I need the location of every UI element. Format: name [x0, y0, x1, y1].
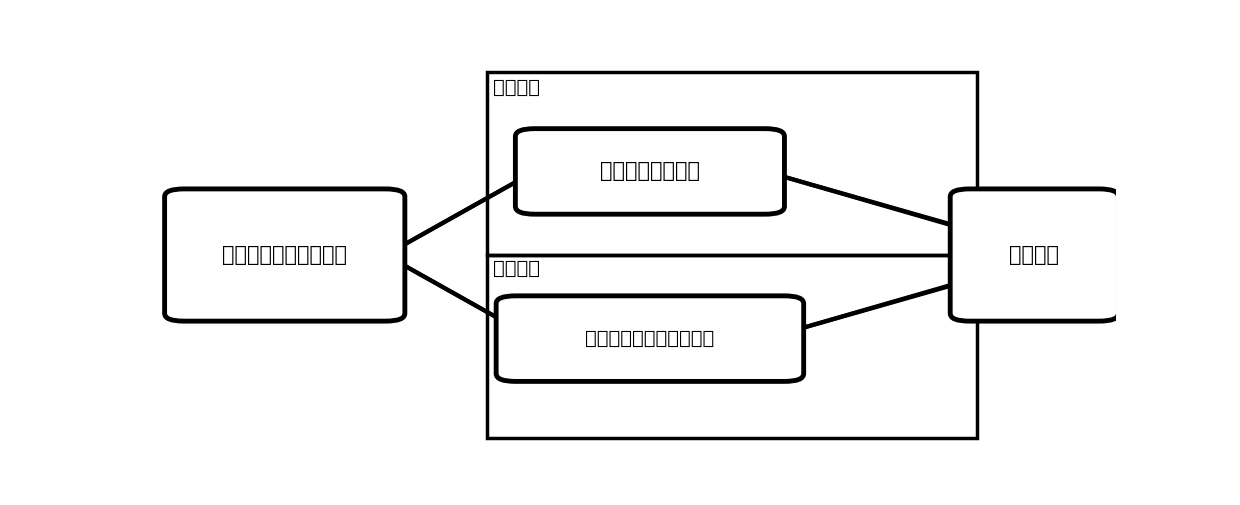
Text: 装箱环节: 装箱环节 — [1009, 245, 1059, 265]
FancyBboxPatch shape — [950, 189, 1118, 321]
FancyBboxPatch shape — [516, 129, 785, 214]
Text: 人工缺陷检测环节: 人工缺陷检测环节 — [600, 162, 699, 181]
Text: 省去环节: 省去环节 — [494, 78, 541, 97]
Text: 传统锂电池生产流水线: 传统锂电池生产流水线 — [222, 245, 347, 265]
Text: 基于图像的缺陷检测环节: 基于图像的缺陷检测环节 — [585, 329, 714, 348]
FancyBboxPatch shape — [496, 296, 804, 381]
FancyBboxPatch shape — [165, 189, 404, 321]
Text: 新增环节: 新增环节 — [494, 259, 541, 278]
